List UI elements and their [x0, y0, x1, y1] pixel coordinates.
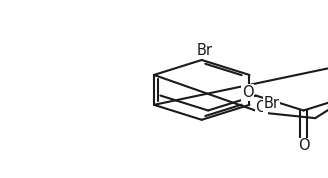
Text: O: O — [242, 85, 254, 100]
Text: Br: Br — [197, 43, 213, 58]
Text: Br: Br — [264, 96, 280, 111]
Text: O: O — [255, 100, 267, 115]
Text: O: O — [298, 138, 309, 153]
